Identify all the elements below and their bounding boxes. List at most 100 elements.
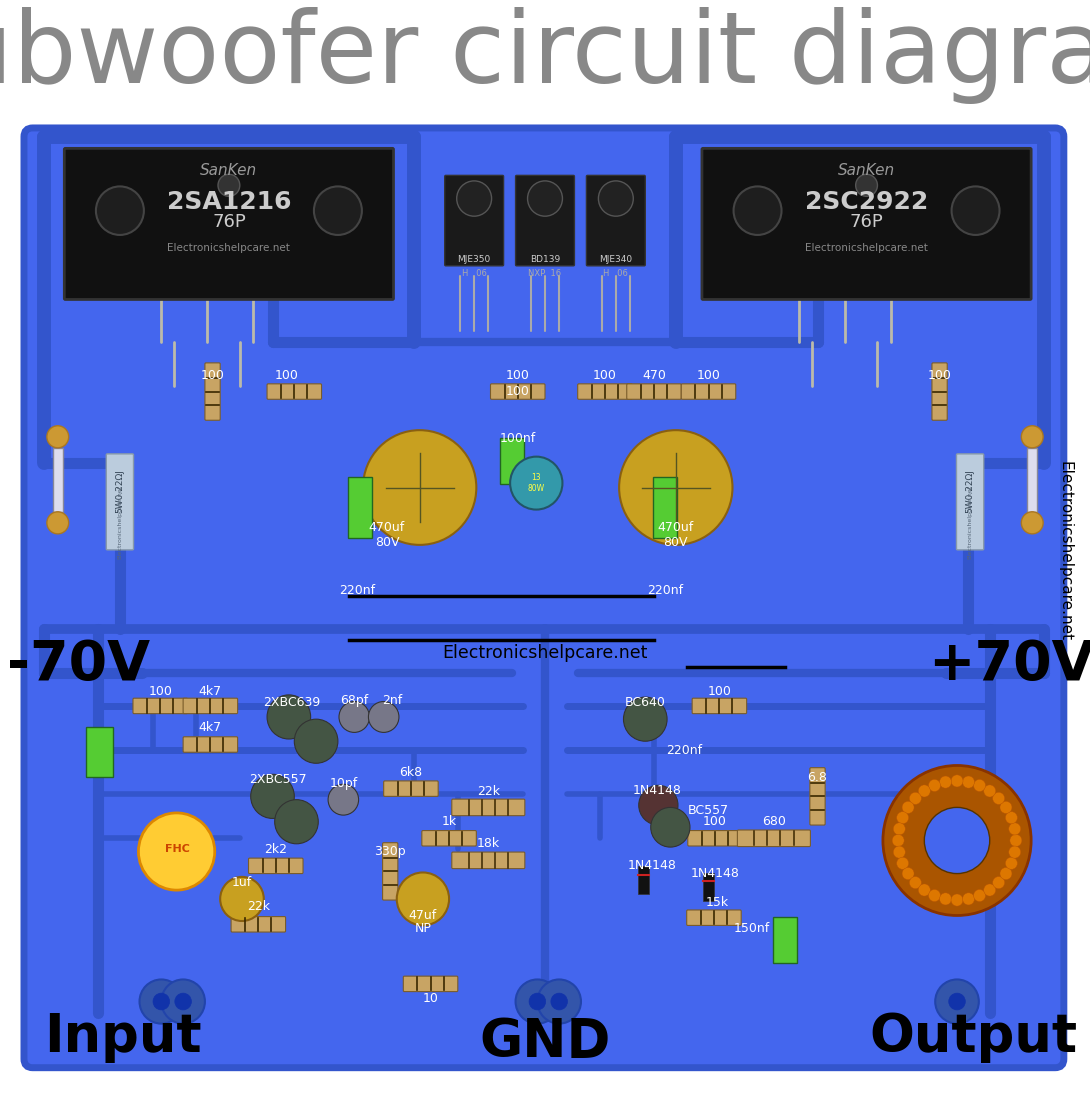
Text: H   06: H 06 — [462, 269, 486, 278]
Text: Electronicshelpcare.net: Electronicshelpcare.net — [118, 484, 122, 559]
Circle shape — [651, 807, 690, 847]
Circle shape — [962, 777, 974, 789]
FancyBboxPatch shape — [403, 976, 458, 992]
Text: 470uf: 470uf — [368, 521, 405, 534]
Circle shape — [1021, 426, 1043, 448]
Circle shape — [47, 512, 69, 534]
Circle shape — [328, 784, 359, 815]
Text: 100: 100 — [928, 368, 952, 382]
Text: 1N4148: 1N4148 — [628, 859, 676, 872]
Circle shape — [903, 868, 915, 880]
Bar — [87, 729, 111, 775]
Text: 100: 100 — [148, 685, 172, 698]
FancyBboxPatch shape — [445, 175, 504, 266]
Circle shape — [1008, 846, 1020, 858]
Circle shape — [897, 857, 909, 869]
Circle shape — [894, 823, 906, 835]
Text: 6k8: 6k8 — [399, 765, 423, 779]
Text: H   06: H 06 — [604, 269, 628, 278]
Text: 13
80W: 13 80W — [528, 473, 545, 493]
Bar — [85, 728, 113, 777]
Circle shape — [161, 979, 205, 1024]
FancyBboxPatch shape — [810, 768, 825, 825]
Circle shape — [529, 993, 546, 1010]
Text: BD139: BD139 — [530, 255, 560, 264]
Text: 10: 10 — [423, 992, 438, 1005]
Text: 2k2: 2k2 — [264, 843, 288, 856]
Text: MJE350: MJE350 — [458, 255, 491, 264]
Circle shape — [47, 426, 69, 448]
Text: 220nf: 220nf — [646, 583, 683, 597]
Circle shape — [894, 846, 906, 858]
Bar — [703, 874, 714, 900]
Text: 680: 680 — [762, 815, 786, 828]
Text: 80V: 80V — [375, 536, 399, 549]
Text: 18k: 18k — [476, 837, 500, 850]
Circle shape — [267, 695, 311, 739]
Circle shape — [940, 892, 952, 904]
Text: 100: 100 — [697, 368, 720, 382]
Circle shape — [924, 807, 990, 874]
Text: 1k: 1k — [441, 815, 457, 828]
FancyBboxPatch shape — [932, 363, 947, 420]
FancyBboxPatch shape — [183, 737, 238, 752]
Text: 2SC2922: 2SC2922 — [804, 190, 929, 214]
Text: 1N4148: 1N4148 — [633, 784, 681, 797]
Circle shape — [140, 979, 183, 1024]
FancyBboxPatch shape — [451, 852, 525, 869]
FancyBboxPatch shape — [384, 781, 438, 796]
Text: GND: GND — [480, 1016, 610, 1069]
Text: 76P: 76P — [213, 213, 245, 231]
Circle shape — [856, 174, 877, 196]
Circle shape — [897, 812, 909, 824]
FancyBboxPatch shape — [205, 363, 220, 420]
FancyBboxPatch shape — [249, 858, 303, 874]
Text: 47uf: 47uf — [409, 909, 437, 922]
FancyBboxPatch shape — [586, 175, 645, 266]
Text: Electronicshelpcare.net: Electronicshelpcare.net — [968, 484, 972, 559]
FancyBboxPatch shape — [490, 384, 545, 399]
Circle shape — [294, 719, 338, 763]
Text: 6.8: 6.8 — [808, 771, 827, 784]
Text: 330p: 330p — [374, 845, 407, 858]
Bar — [638, 867, 649, 893]
Circle shape — [550, 993, 568, 1010]
FancyBboxPatch shape — [267, 384, 322, 399]
Circle shape — [909, 792, 921, 804]
Text: 100: 100 — [703, 815, 727, 828]
Circle shape — [962, 892, 974, 904]
Circle shape — [935, 979, 979, 1024]
Text: BC557: BC557 — [688, 804, 729, 817]
FancyBboxPatch shape — [422, 831, 476, 846]
Circle shape — [251, 774, 294, 818]
Text: Input: Input — [45, 1010, 202, 1063]
Circle shape — [397, 872, 449, 925]
FancyBboxPatch shape — [687, 910, 741, 925]
Circle shape — [984, 884, 996, 896]
Text: 470uf: 470uf — [657, 521, 694, 534]
FancyBboxPatch shape — [133, 698, 187, 714]
Text: 100: 100 — [506, 368, 530, 382]
Circle shape — [368, 702, 399, 732]
Bar — [773, 917, 797, 963]
Circle shape — [516, 979, 559, 1024]
Text: 100: 100 — [506, 385, 530, 398]
Text: 2nf: 2nf — [383, 694, 402, 707]
Text: 5W0.22ΩJ: 5W0.22ΩJ — [116, 469, 124, 513]
Circle shape — [457, 181, 492, 216]
Text: 80V: 80V — [664, 536, 688, 549]
FancyBboxPatch shape — [737, 829, 811, 847]
Circle shape — [883, 765, 1031, 915]
Text: SanKen: SanKen — [201, 163, 257, 179]
Circle shape — [1000, 801, 1012, 813]
Circle shape — [623, 697, 667, 741]
Circle shape — [1005, 812, 1017, 824]
Circle shape — [903, 801, 915, 813]
Text: 100: 100 — [275, 368, 299, 382]
Circle shape — [918, 884, 930, 896]
Circle shape — [598, 181, 633, 216]
Text: 2XBC639: 2XBC639 — [264, 696, 320, 709]
Circle shape — [174, 993, 192, 1010]
Text: FHC: FHC — [166, 844, 190, 855]
Circle shape — [218, 174, 240, 196]
